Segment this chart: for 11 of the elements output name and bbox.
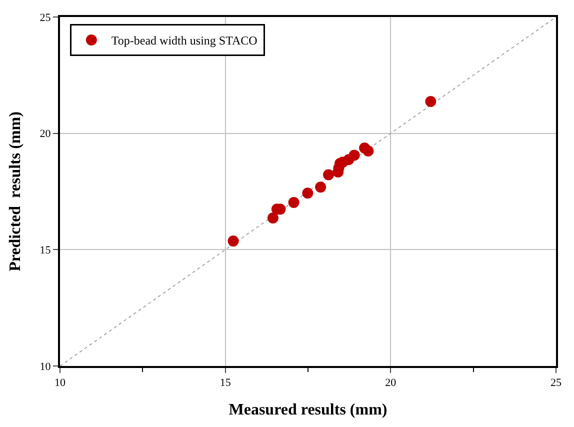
- x-tick-label: 15: [220, 377, 232, 390]
- x-axis-title: Measured results (mm): [228, 401, 388, 418]
- x-tick-label: 10: [54, 377, 66, 390]
- y-tick-label: 10: [40, 360, 52, 373]
- y-axis-title: Predicted results (mm): [7, 112, 24, 272]
- y-tick-label: 15: [40, 244, 52, 257]
- y-tick-label: 25: [40, 12, 52, 24]
- legend-label: Top-bead width using STACO: [111, 34, 258, 48]
- x-tick-label: 25: [550, 377, 562, 390]
- y-tick-label: 20: [40, 128, 52, 140]
- x-tick-label: 20: [385, 377, 397, 390]
